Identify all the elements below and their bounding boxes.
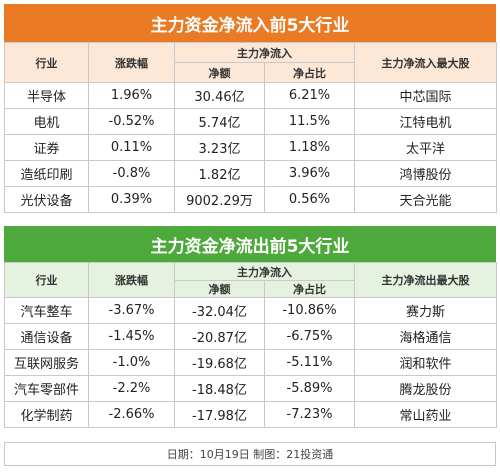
cell-ratio: -6.75% bbox=[264, 323, 355, 350]
cell-industry: 互联网服务 bbox=[4, 349, 89, 376]
header-industry: 行业 bbox=[4, 262, 89, 298]
header-top-stock: 主力净流入最大股 bbox=[354, 42, 497, 83]
cell-amount: 1.82亿 bbox=[174, 160, 265, 187]
table-row: 化学制药 -2.66% -17.98亿 -7.23% 常山药业 bbox=[4, 401, 497, 428]
cell-top-stock: 海格通信 bbox=[354, 323, 497, 350]
cell-ratio: 3.96% bbox=[264, 160, 355, 187]
cell-change: -3.67% bbox=[88, 297, 175, 324]
outflow-table: 行业 涨跌幅 主力净流入 主力净流出最大股 净额 净占比 汽车整车 -3.67% -… bbox=[4, 262, 497, 428]
cell-industry: 电机 bbox=[4, 108, 89, 135]
cell-amount: -20.87亿 bbox=[174, 323, 265, 350]
cell-top-stock: 太平洋 bbox=[354, 134, 497, 161]
cell-top-stock: 江特电机 bbox=[354, 108, 497, 135]
cell-ratio: -5.11% bbox=[264, 349, 355, 376]
header-amount: 净额 bbox=[174, 280, 265, 298]
outflow-title: 主力资金净流出前5大行业 bbox=[4, 226, 496, 262]
cell-change: -2.2% bbox=[88, 375, 175, 402]
cell-ratio: 1.18% bbox=[264, 134, 355, 161]
cell-ratio: 6.21% bbox=[264, 82, 355, 109]
cell-ratio: -10.86% bbox=[264, 297, 355, 324]
header-net-inflow: 主力净流入 bbox=[174, 262, 355, 281]
inflow-subheader-row: 净额 净占比 bbox=[5, 62, 497, 83]
cell-change: 1.96% bbox=[88, 82, 175, 109]
cell-ratio: -7.23% bbox=[264, 401, 355, 428]
cell-ratio: -5.89% bbox=[264, 375, 355, 402]
table-row: 通信设备 -1.45% -20.87亿 -6.75% 海格通信 bbox=[4, 323, 497, 350]
cell-amount: -17.98亿 bbox=[174, 401, 265, 428]
cell-industry: 证券 bbox=[4, 134, 89, 161]
cell-top-stock: 常山药业 bbox=[354, 401, 497, 428]
cell-change: 0.11% bbox=[88, 134, 175, 161]
table-row: 造纸印刷 -0.8% 1.82亿 3.96% 鸿博股份 bbox=[4, 160, 497, 187]
cell-amount: -18.48亿 bbox=[174, 375, 265, 402]
cell-amount: 5.74亿 bbox=[174, 108, 265, 135]
table-row: 半导体 1.96% 30.46亿 6.21% 中芯国际 bbox=[4, 82, 497, 109]
cell-change: -2.66% bbox=[88, 401, 175, 428]
table-row: 证券 0.11% 3.23亿 1.18% 太平洋 bbox=[4, 134, 497, 161]
cell-ratio: 11.5% bbox=[264, 108, 355, 135]
header-top-stock: 主力净流出最大股 bbox=[354, 262, 497, 298]
cell-top-stock: 天合光能 bbox=[354, 186, 497, 213]
cell-change: -0.52% bbox=[88, 108, 175, 135]
cell-industry: 通信设备 bbox=[4, 323, 89, 350]
cell-industry: 造纸印刷 bbox=[4, 160, 89, 187]
cell-amount: -32.04亿 bbox=[174, 297, 265, 324]
cell-industry: 光伏设备 bbox=[4, 186, 89, 213]
cell-amount: 30.46亿 bbox=[174, 82, 265, 109]
cell-industry: 化学制药 bbox=[4, 401, 89, 428]
header-amount: 净额 bbox=[174, 62, 265, 83]
outflow-header-row: 行业 涨跌幅 主力净流入 主力净流出最大股 bbox=[4, 262, 497, 298]
inflow-table: 行业 涨跌幅 主力净流入 主力净流入最大股 净额 净占比 半导体 1.96% 30.… bbox=[4, 42, 497, 213]
header-change: 涨跌幅 bbox=[88, 42, 175, 83]
footer-note: 日期：10月19日 制图：21投资通 bbox=[4, 442, 496, 466]
cell-top-stock: 腾龙股份 bbox=[354, 375, 497, 402]
cell-change: -0.8% bbox=[88, 160, 175, 187]
cell-industry: 汽车零部件 bbox=[4, 375, 89, 402]
cell-ratio: 0.56% bbox=[264, 186, 355, 213]
inflow-header-row: 行业 涨跌幅 主力净流入 主力净流入最大股 bbox=[4, 42, 497, 83]
header-ratio: 净占比 bbox=[264, 280, 355, 298]
cell-amount: 3.23亿 bbox=[174, 134, 265, 161]
cell-industry: 汽车整车 bbox=[4, 297, 89, 324]
cell-top-stock: 中芯国际 bbox=[354, 82, 497, 109]
cell-top-stock: 润和软件 bbox=[354, 349, 497, 376]
cell-top-stock: 赛力斯 bbox=[354, 297, 497, 324]
table-row: 电机 -0.52% 5.74亿 11.5% 江特电机 bbox=[4, 108, 497, 135]
header-ratio: 净占比 bbox=[264, 62, 355, 83]
cell-amount: 9002.29万 bbox=[174, 186, 265, 213]
header-net-inflow: 主力净流入 bbox=[174, 42, 355, 63]
cell-change: -1.45% bbox=[88, 323, 175, 350]
cell-top-stock: 鸿博股份 bbox=[354, 160, 497, 187]
cell-change: 0.39% bbox=[88, 186, 175, 213]
table-row: 互联网服务 -1.0% -19.68亿 -5.11% 润和软件 bbox=[4, 349, 497, 376]
header-industry: 行业 bbox=[4, 42, 89, 83]
cell-change: -1.0% bbox=[88, 349, 175, 376]
header-change: 涨跌幅 bbox=[88, 262, 175, 298]
cell-industry: 半导体 bbox=[4, 82, 89, 109]
table-row: 汽车整车 -3.67% -32.04亿 -10.86% 赛力斯 bbox=[4, 297, 497, 324]
cell-amount: -19.68亿 bbox=[174, 349, 265, 376]
table-row: 光伏设备 0.39% 9002.29万 0.56% 天合光能 bbox=[4, 186, 497, 213]
outflow-subheader-row: 净额 净占比 bbox=[5, 280, 497, 298]
inflow-title: 主力资金净流入前5大行业 bbox=[4, 4, 496, 42]
table-row: 汽车零部件 -2.2% -18.48亿 -5.89% 腾龙股份 bbox=[4, 375, 497, 402]
